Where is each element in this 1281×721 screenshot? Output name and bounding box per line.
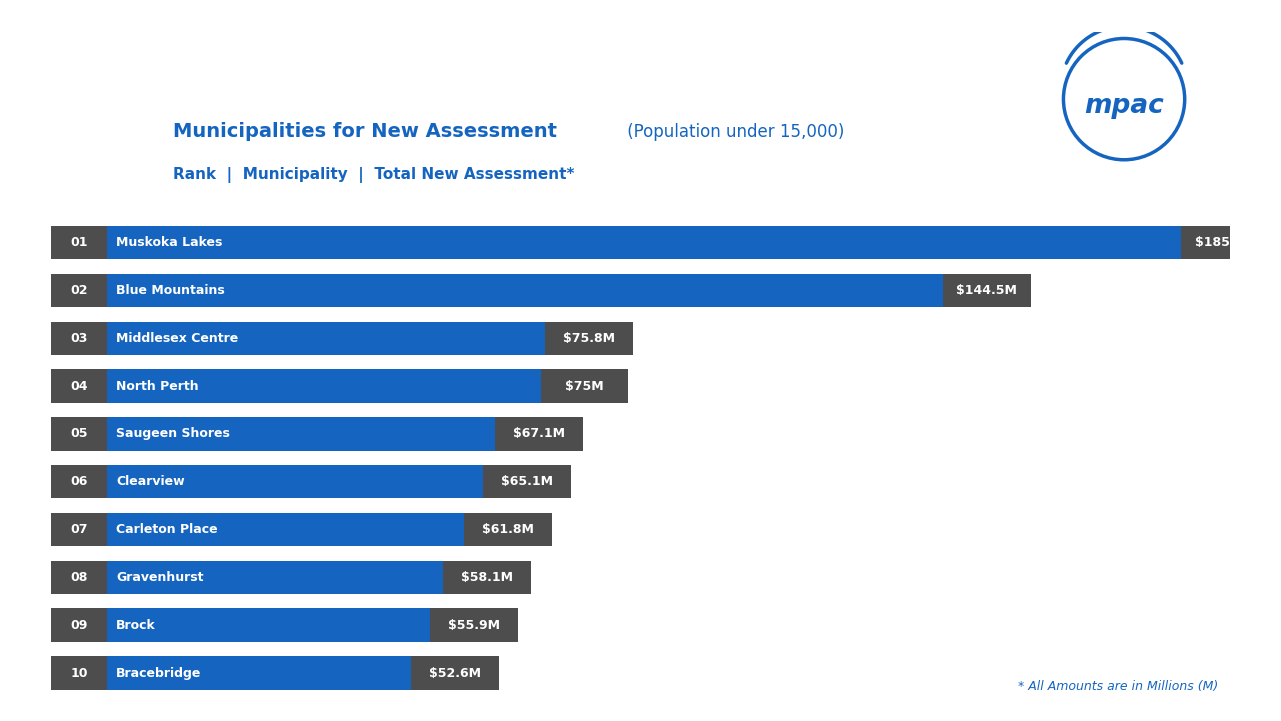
Bar bbox=[51, 322, 106, 355]
Bar bbox=[494, 417, 583, 451]
Text: Bracebridge: Bracebridge bbox=[117, 666, 201, 680]
Bar bbox=[106, 513, 464, 547]
Text: 01: 01 bbox=[70, 236, 87, 249]
Bar bbox=[430, 609, 518, 642]
Text: 08: 08 bbox=[70, 571, 87, 584]
Bar bbox=[943, 274, 1031, 307]
Bar bbox=[51, 561, 106, 594]
Text: $55.9M: $55.9M bbox=[448, 619, 500, 632]
Text: Assessment Roll: Assessment Roll bbox=[155, 45, 412, 74]
Text: $75.8M: $75.8M bbox=[564, 332, 615, 345]
Text: 10: 10 bbox=[76, 145, 133, 187]
Text: 07: 07 bbox=[70, 523, 87, 536]
Text: 04: 04 bbox=[70, 379, 87, 393]
Text: 2021: 2021 bbox=[68, 43, 160, 76]
Bar bbox=[106, 609, 430, 642]
Text: 10: 10 bbox=[70, 666, 87, 680]
Text: Muskoka Lakes: Muskoka Lakes bbox=[117, 236, 223, 249]
Bar bbox=[51, 417, 106, 451]
Bar bbox=[106, 561, 443, 594]
Bar bbox=[106, 369, 541, 403]
Text: $144.5M: $144.5M bbox=[957, 284, 1017, 297]
Bar bbox=[51, 513, 106, 547]
Bar bbox=[546, 322, 633, 355]
Text: Carleton Place: Carleton Place bbox=[117, 523, 218, 536]
Bar bbox=[541, 369, 629, 403]
Bar bbox=[51, 465, 106, 498]
Bar bbox=[106, 274, 943, 307]
Text: $52.6M: $52.6M bbox=[429, 666, 480, 680]
Bar bbox=[51, 609, 106, 642]
Text: $58.1M: $58.1M bbox=[461, 571, 512, 584]
Text: $67.1M: $67.1M bbox=[512, 428, 565, 441]
Bar bbox=[411, 656, 498, 690]
Text: Saugeen Shores: Saugeen Shores bbox=[117, 428, 229, 441]
Bar bbox=[443, 561, 530, 594]
Text: Brock: Brock bbox=[117, 619, 156, 632]
Text: $185.7M: $185.7M bbox=[1195, 236, 1255, 249]
Text: $75M: $75M bbox=[565, 379, 603, 393]
Text: 06: 06 bbox=[70, 475, 87, 488]
Text: $61.8M: $61.8M bbox=[482, 523, 534, 536]
Text: * All Amounts are in Millions (M): * All Amounts are in Millions (M) bbox=[1018, 680, 1218, 693]
Text: Clearview: Clearview bbox=[117, 475, 184, 488]
Bar bbox=[464, 513, 552, 547]
Bar bbox=[51, 226, 106, 260]
Text: 05: 05 bbox=[70, 428, 87, 441]
Text: North Perth: North Perth bbox=[117, 379, 199, 393]
Bar bbox=[106, 656, 411, 690]
Bar bbox=[51, 369, 106, 403]
Bar bbox=[106, 226, 1181, 260]
Bar bbox=[106, 465, 483, 498]
Bar bbox=[106, 417, 494, 451]
Bar bbox=[1181, 226, 1269, 260]
Text: 02: 02 bbox=[70, 284, 87, 297]
Text: Rank  |  Municipality  |  Total New Assessment*: Rank | Municipality | Total New Assessme… bbox=[173, 167, 574, 183]
Text: Blue Mountains: Blue Mountains bbox=[117, 284, 224, 297]
Text: 09: 09 bbox=[70, 619, 87, 632]
Bar bbox=[51, 656, 106, 690]
Text: $65.1M: $65.1M bbox=[501, 475, 553, 488]
Bar bbox=[51, 274, 106, 307]
Bar bbox=[106, 322, 546, 355]
Bar bbox=[483, 465, 571, 498]
Text: Middlesex Centre: Middlesex Centre bbox=[117, 332, 238, 345]
Text: (Population under 15,000): (Population under 15,000) bbox=[621, 123, 844, 141]
Text: Municipalities for New Assessment: Municipalities for New Assessment bbox=[173, 122, 557, 141]
Text: mpac: mpac bbox=[1084, 94, 1164, 120]
Text: TOP: TOP bbox=[60, 118, 92, 131]
Text: Gravenhurst: Gravenhurst bbox=[117, 571, 204, 584]
Text: 03: 03 bbox=[70, 332, 87, 345]
